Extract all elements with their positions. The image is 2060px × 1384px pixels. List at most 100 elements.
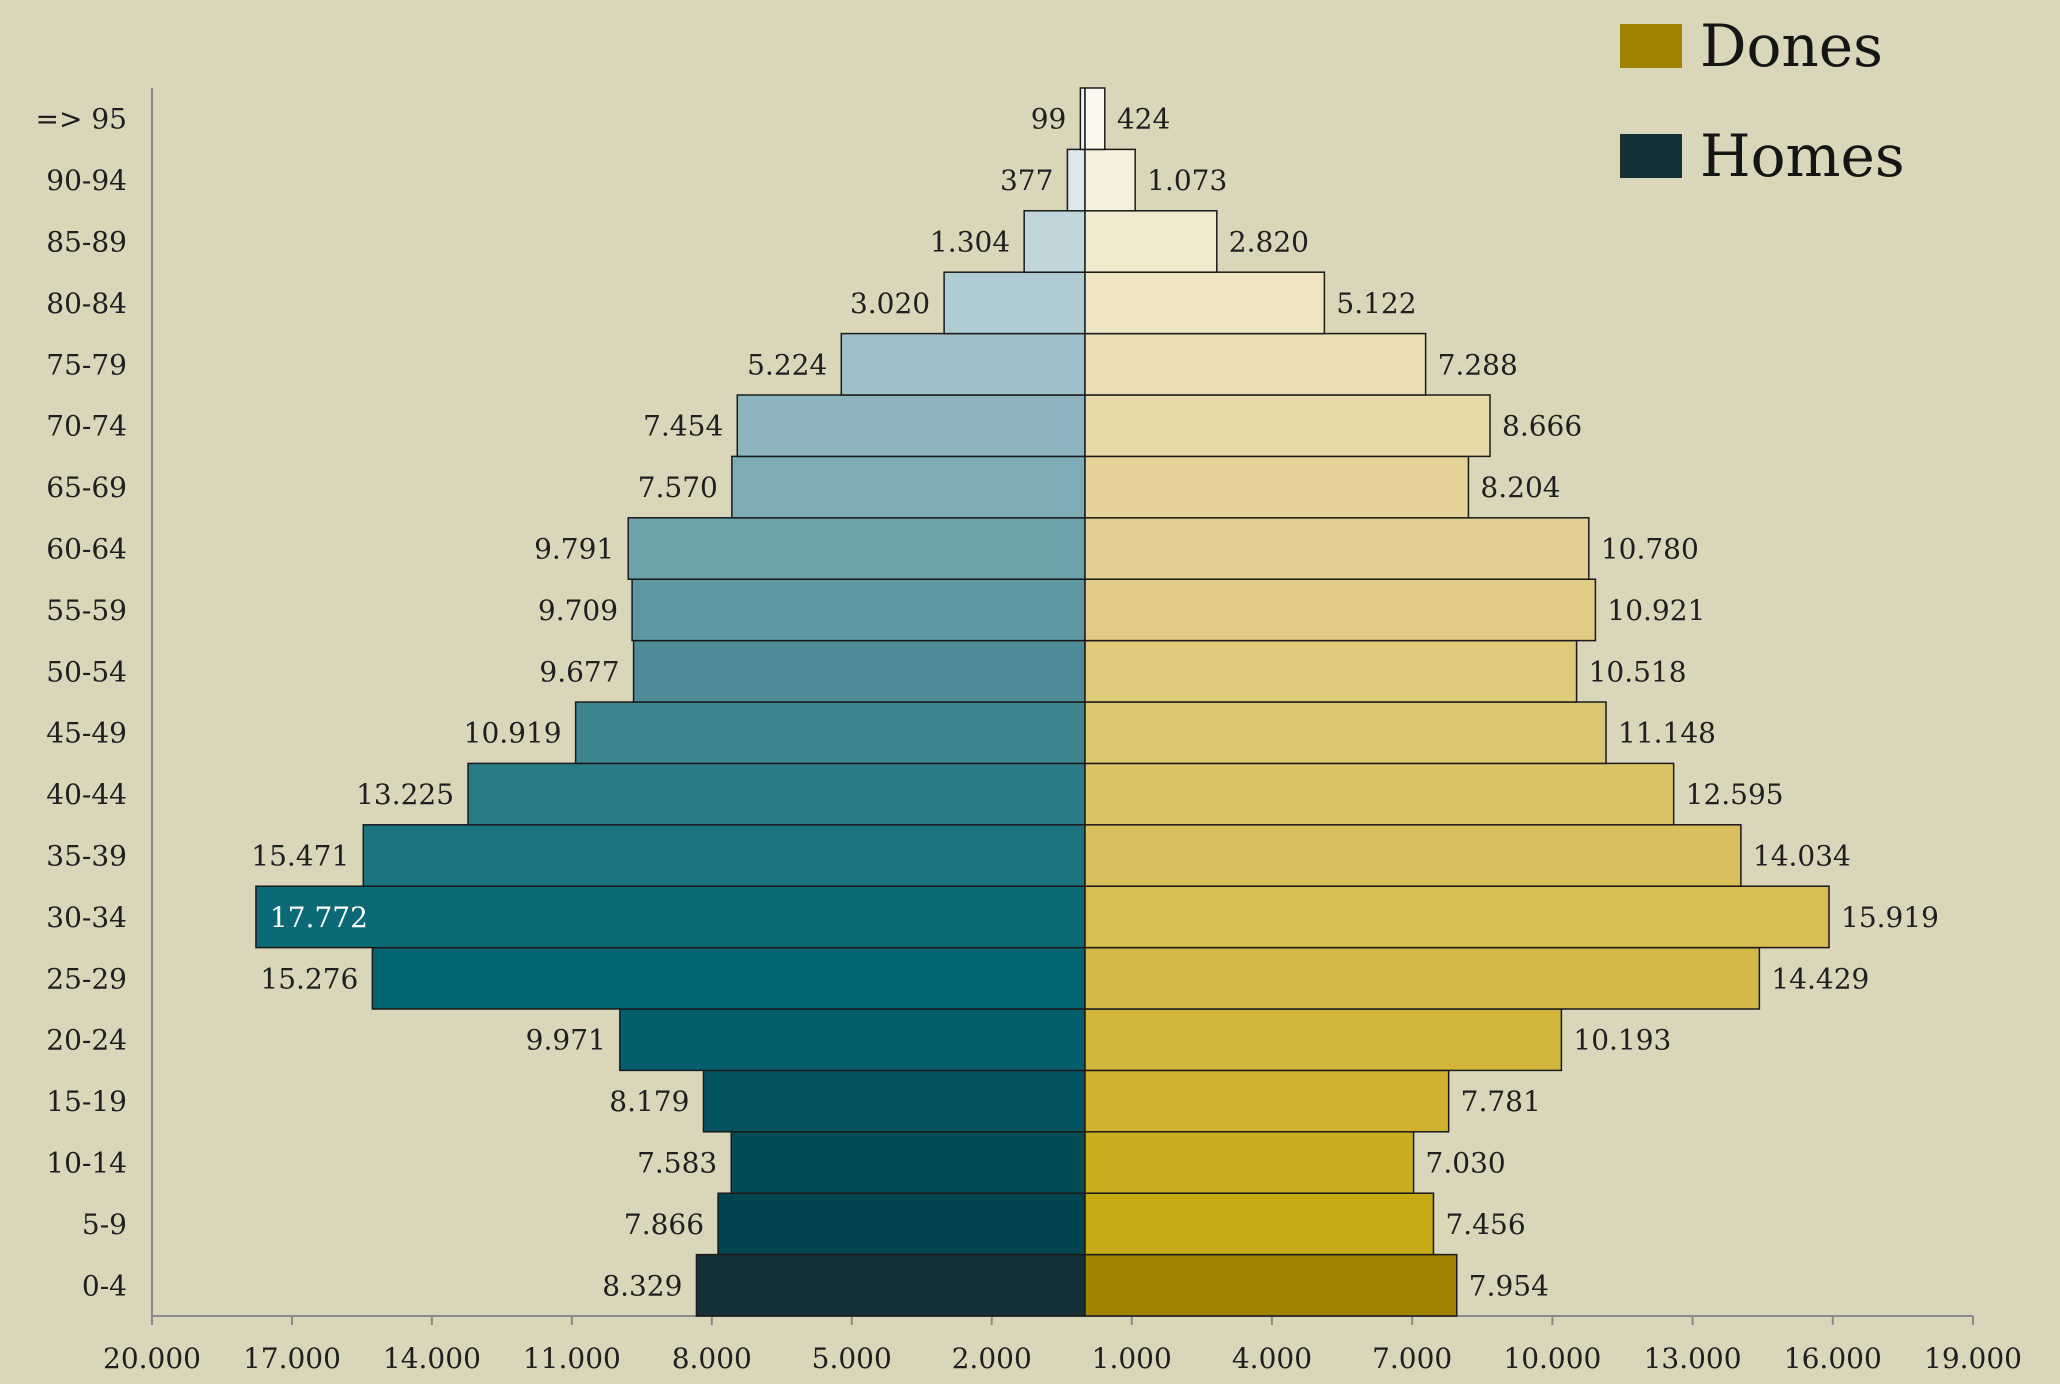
value-label-homes: 3.020 [850, 287, 930, 320]
bar-dones [1084, 824, 1742, 887]
bar-dones [1084, 271, 1326, 335]
value-label-homes: 9.709 [538, 594, 618, 627]
bars-layer [255, 87, 1830, 1317]
x-tick-label: 16.000 [1784, 1342, 1882, 1375]
bar-homes [631, 578, 1086, 642]
bar-homes [695, 1253, 1086, 1317]
bar-dones [1084, 1192, 1435, 1256]
bar-homes [943, 271, 1086, 335]
age-group-label: 10-14 [46, 1147, 127, 1180]
value-label-dones: 8.204 [1480, 471, 1560, 504]
value-label-homes: 8.179 [609, 1085, 689, 1118]
bar-dones [1084, 578, 1597, 642]
bar-homes [730, 1131, 1086, 1194]
bar-homes [574, 701, 1086, 765]
value-label-homes: 7.583 [637, 1147, 717, 1180]
value-label-homes: 15.471 [251, 840, 349, 873]
x-tick-label: 7.000 [1372, 1342, 1452, 1375]
age-group-label: 50-54 [46, 655, 127, 688]
bar-dones [1084, 332, 1427, 396]
age-group-label: 0-4 [82, 1269, 127, 1302]
bar-dones [1084, 762, 1675, 826]
value-label-dones: 12.595 [1686, 778, 1784, 811]
value-label-homes: 1.304 [930, 226, 1010, 259]
age-group-label: 15-19 [46, 1085, 127, 1118]
value-label-homes: 8.329 [602, 1269, 682, 1302]
age-group-label: 75-79 [46, 348, 127, 381]
bar-homes [467, 762, 1086, 826]
bar-homes [619, 1008, 1086, 1072]
bar-homes [371, 946, 1086, 1010]
bar-dones [1084, 517, 1590, 580]
value-label-dones: 10.518 [1589, 655, 1687, 688]
x-tick-label: 1.000 [1092, 1342, 1172, 1375]
bar-homes [1066, 148, 1086, 212]
x-tick-label: 8.000 [672, 1342, 752, 1375]
x-tick-label: 20.000 [103, 1342, 201, 1375]
age-group-label: 90-94 [46, 164, 127, 197]
bar-homes [717, 1192, 1086, 1256]
value-label-dones: 5.122 [1336, 287, 1416, 320]
bar-dones [1084, 946, 1761, 1010]
age-group-label: => 95 [36, 103, 127, 136]
value-label-dones: 424 [1117, 103, 1170, 136]
age-group-label: 45-49 [46, 717, 127, 750]
bar-homes [627, 517, 1086, 580]
bar-dones [1084, 639, 1578, 703]
value-label-homes: 10.919 [464, 717, 562, 750]
value-label-dones: 2.820 [1229, 226, 1309, 259]
value-label-dones: 14.034 [1753, 840, 1851, 873]
bar-dones [1084, 1069, 1450, 1133]
value-label-dones: 8.666 [1502, 410, 1582, 443]
age-group-label: 70-74 [46, 410, 127, 443]
bar-dones [1084, 87, 1106, 151]
age-group-label: 35-39 [46, 840, 127, 873]
age-group-label: 60-64 [46, 533, 127, 566]
age-group-label: 20-24 [46, 1024, 127, 1057]
age-group-label: 5-9 [82, 1208, 127, 1241]
bar-homes [731, 455, 1086, 519]
age-group-label: 80-84 [46, 287, 127, 320]
x-tick-label: 11.000 [523, 1342, 621, 1375]
bar-dones [1084, 455, 1470, 519]
x-tick-label: 17.000 [243, 1342, 341, 1375]
x-tick-label: 14.000 [383, 1342, 481, 1375]
value-label-dones: 10.921 [1607, 594, 1705, 627]
x-tick-label: 2.000 [952, 1342, 1032, 1375]
value-label-homes: 9.971 [526, 1024, 606, 1057]
value-label-homes: 5.224 [747, 348, 827, 381]
value-label-homes: 13.225 [356, 778, 454, 811]
value-label-dones: 15.919 [1841, 901, 1939, 934]
value-label-homes: 15.276 [260, 962, 358, 995]
legend: Dones Homes [1620, 12, 1905, 190]
legend-label-dones: Dones [1700, 12, 1883, 80]
axis-layer: 20.000 17.000 14.000 11.000 8.000 5.000 2.000 1… [103, 88, 2022, 1375]
labels-layer: 0-4 5-9 10-14 15-19 20-24 25-29 30-34 35-39 40-4… [36, 103, 1939, 1303]
legend-swatch-homes [1620, 134, 1682, 178]
value-label-dones: 1.073 [1147, 164, 1227, 197]
bar-dones [1084, 148, 1136, 212]
age-group-label: 25-29 [46, 962, 127, 995]
bar-homes [840, 332, 1086, 396]
value-label-dones: 7.781 [1461, 1085, 1541, 1118]
value-label-dones: 11.148 [1618, 717, 1716, 750]
value-label-homes: 377 [1000, 164, 1053, 197]
value-label-dones: 14.429 [1771, 962, 1869, 995]
bar-homes [362, 824, 1086, 887]
value-label-dones: 7.954 [1469, 1269, 1549, 1302]
value-label-homes: 7.570 [638, 471, 718, 504]
bar-homes [702, 1069, 1086, 1133]
value-label-dones: 7.288 [1438, 348, 1518, 381]
x-tick-label: 4.000 [1232, 1342, 1312, 1375]
bar-dones [1084, 1131, 1415, 1194]
value-label-homes: 7.866 [624, 1208, 704, 1241]
legend-swatch-dones [1620, 24, 1682, 68]
value-label-homes: 99 [1031, 103, 1067, 136]
bar-dones [1084, 394, 1491, 458]
x-tick-label: 10.000 [1503, 1342, 1601, 1375]
bar-dones [1084, 885, 1830, 949]
bar-homes [1023, 210, 1086, 273]
value-label-homes: 9.677 [539, 655, 619, 688]
